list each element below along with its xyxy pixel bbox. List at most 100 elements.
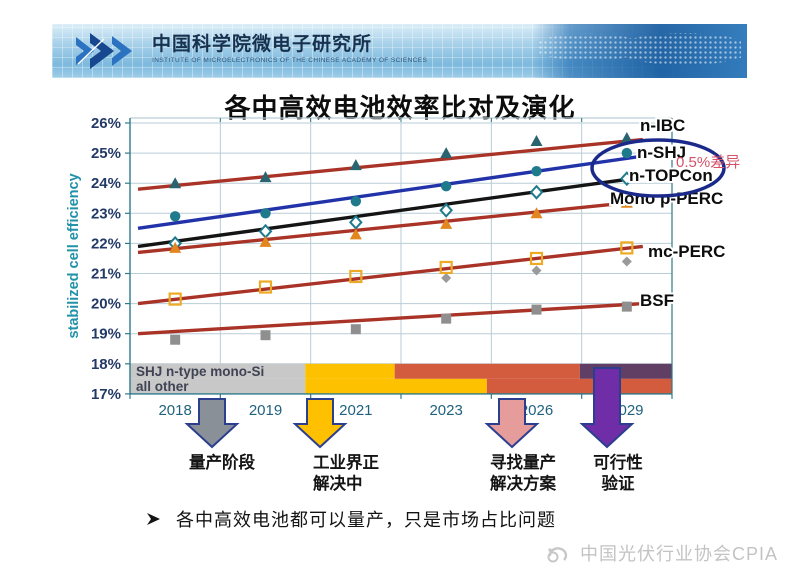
x-tick-label: 2026 [520, 402, 553, 419]
series-marker [350, 324, 361, 335]
series-marker [621, 256, 632, 267]
bullet-arrow-icon [147, 513, 160, 525]
y-tick-label: 20% [91, 296, 121, 313]
y-tick-label: 21% [91, 266, 121, 283]
institute-name-en: INSTITUTE OF MICROELECTRONICS OF THE CHI… [152, 57, 428, 64]
y-tick-label: 23% [91, 205, 121, 222]
phase-label: 可行性 [593, 452, 643, 472]
series-marker [621, 147, 633, 159]
series-marker [530, 207, 543, 219]
band-segment [305, 378, 487, 394]
trend-line-n-SHJ [137, 154, 644, 231]
phase-arrow [292, 398, 348, 449]
phase-label: 验证 [602, 473, 636, 493]
footer: 中国光伏行业协会CPIA [544, 540, 778, 566]
series-marker [260, 330, 271, 341]
series-marker [440, 181, 452, 192]
series-marker [350, 196, 362, 207]
institute-name: 中国科学院微电子研究所 [152, 34, 373, 55]
series-marker [440, 217, 453, 229]
band-label-line1: SHJ n-type mono-Si [136, 364, 264, 379]
series-marker [169, 211, 181, 222]
phase-label: 解决方案 [490, 473, 557, 493]
band-label-line2: all other [136, 379, 189, 394]
series-marker [259, 235, 272, 247]
series-marker [531, 265, 542, 276]
series-marker [439, 202, 454, 218]
cpia-logo-icon [547, 547, 568, 563]
series-marker [259, 171, 272, 183]
series-marker [529, 184, 544, 200]
series-marker [169, 241, 182, 253]
series-marker [619, 171, 634, 187]
series-marker [531, 165, 542, 177]
series-marker [529, 251, 544, 266]
trend-line-BSF [137, 301, 643, 336]
x-tick-label: 2019 [249, 402, 282, 419]
takeaway-text: 各中高效电池都可以量产，只是市场占比问题 [176, 510, 556, 530]
series-marker [441, 313, 452, 324]
institute-logo-icon [76, 33, 132, 69]
series-marker [440, 147, 453, 159]
trend-line-n-IBC [137, 137, 643, 191]
series-marker [258, 280, 273, 294]
annotation-text: 0.5%差异 [676, 154, 740, 171]
trend-line-Mono p-PERC [137, 199, 644, 255]
series-marker [349, 228, 362, 240]
world-map-pattern [532, 24, 747, 78]
y-tick-label: 22% [91, 235, 121, 252]
series-marker [349, 159, 362, 171]
footer-text: 中国光伏行业协会CPIA [579, 544, 778, 564]
series-marker [620, 132, 633, 144]
y-tick-label: 19% [91, 326, 121, 343]
phase-label: 寻找量产 [490, 452, 556, 472]
band-segment [394, 363, 580, 379]
phase-label: 解决中 [313, 473, 363, 493]
series-marker [441, 273, 452, 284]
series-label-BSF: BSF [640, 291, 674, 310]
band-segment [130, 378, 306, 394]
y-axis-title: stabilized cell efficiency [66, 173, 82, 338]
series-label-n-IBC: n-IBC [640, 116, 685, 135]
series-marker [348, 214, 363, 230]
world-map-dots [538, 30, 741, 68]
series-marker [169, 177, 182, 189]
institute-name-block: 中国科学院微电子研究所 INSTITUTE OF MICROELECTRONIC… [152, 33, 427, 65]
y-tick-label: 17% [91, 386, 121, 403]
series-marker [530, 135, 543, 147]
trend-line-mc-PERC [137, 244, 644, 306]
series-label-mc-PERC: mc-PERC [648, 242, 725, 261]
band-segment [305, 363, 395, 379]
series-marker [170, 334, 181, 345]
header-banner: 中国科学院微电子研究所 INSTITUTE OF MICROELECTRONIC… [52, 24, 747, 78]
series-marker [439, 260, 453, 275]
band-segment [130, 363, 306, 379]
phase-arrow [579, 367, 635, 449]
series-marker [620, 196, 633, 208]
phase-arrow [484, 398, 540, 449]
phase-arrow [184, 398, 240, 449]
phase-label: 量产阶段 [189, 452, 256, 472]
x-tick-label: 2021 [339, 402, 372, 419]
annotation-ellipse [590, 138, 726, 198]
y-tick-label: 24% [91, 175, 121, 192]
series-marker [620, 241, 634, 255]
series-label-n-TOPCon: n-TOPCon [629, 166, 713, 185]
band-segment [486, 378, 672, 394]
x-tick-label: 2018 [158, 402, 191, 419]
phase-label: 工业界正 [313, 453, 379, 472]
series-marker [349, 269, 363, 284]
trend-line-n-TOPCon [137, 175, 644, 249]
series-marker [531, 304, 542, 315]
y-tick-label: 26% [91, 115, 121, 132]
series-label-n-SHJ: n-SHJ [637, 143, 686, 162]
series-marker [260, 208, 271, 219]
y-tick-label: 18% [91, 356, 121, 373]
series-marker [621, 301, 632, 312]
takeaway-bullet: 各中高效电池都可以量产，只是市场占比问题 [146, 506, 556, 532]
series-marker [168, 292, 182, 306]
x-tick-label: 2023 [429, 402, 462, 419]
y-tick-label: 25% [91, 145, 121, 162]
